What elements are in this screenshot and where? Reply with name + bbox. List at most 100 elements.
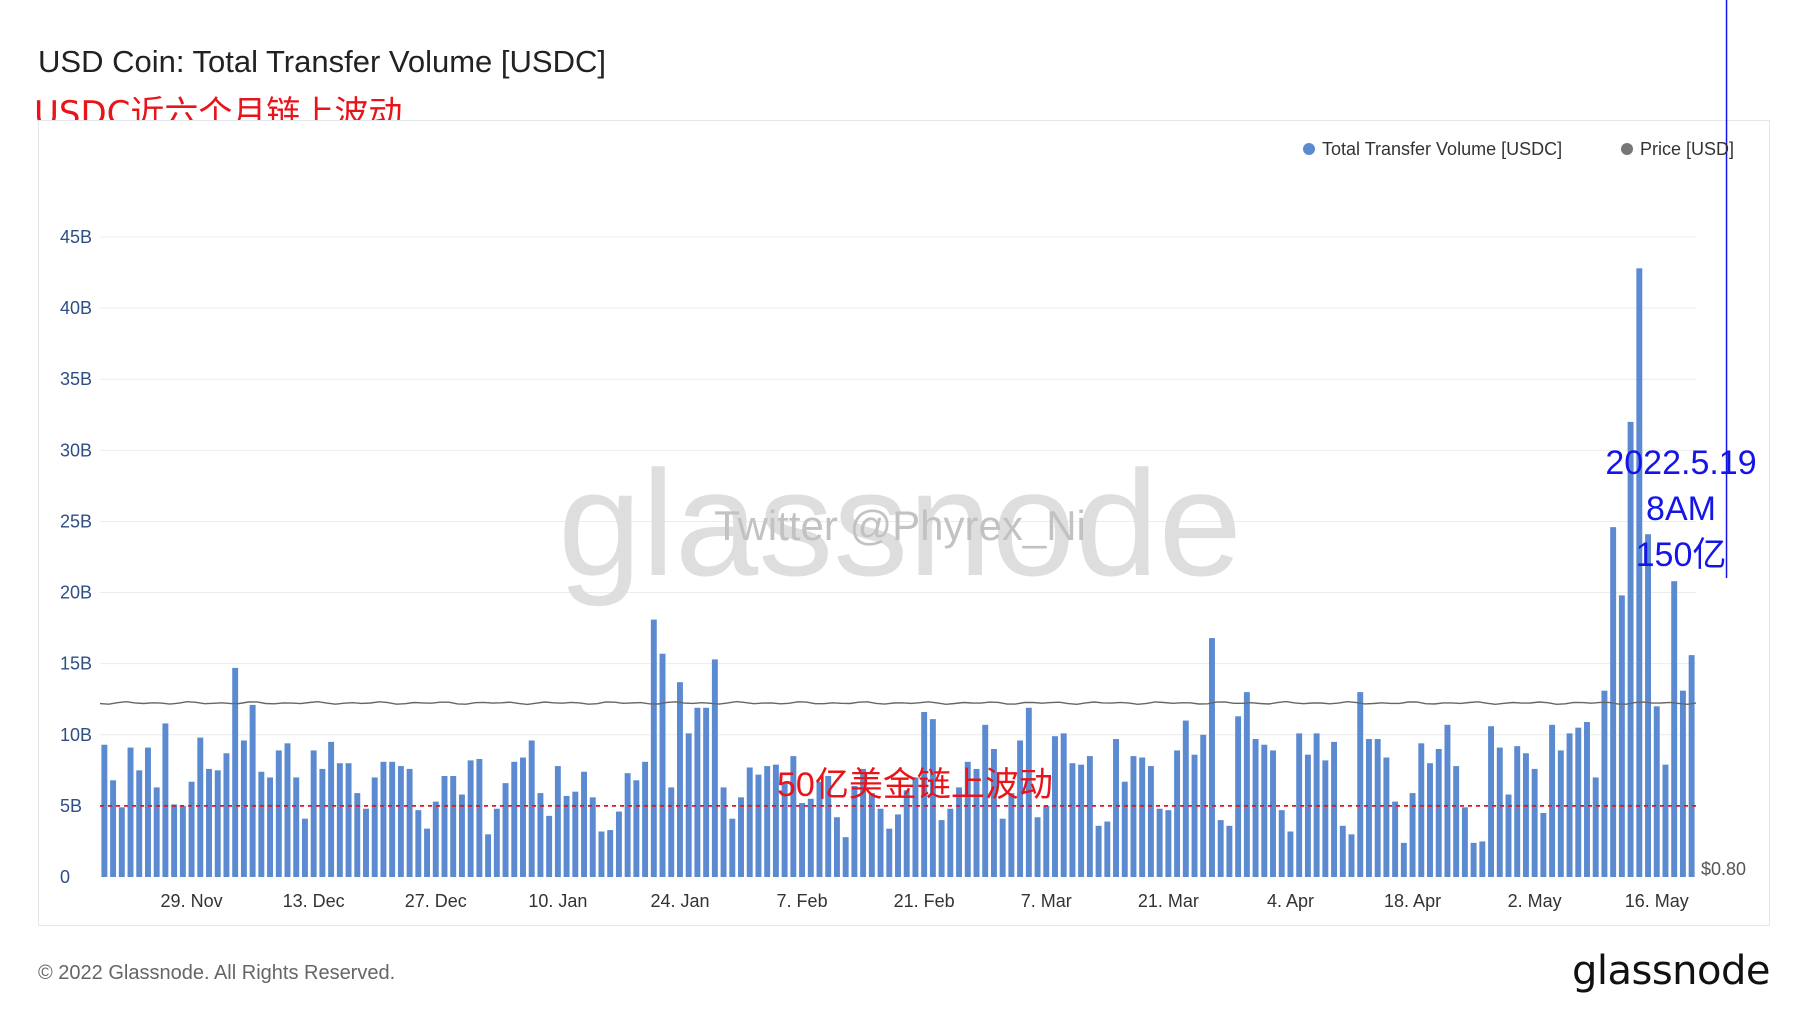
bar[interactable] [1453,766,1460,877]
bar[interactable] [964,761,971,877]
legend-label-price[interactable]: Price [USD] [1640,139,1734,159]
bar[interactable] [354,793,361,877]
bar[interactable] [1270,750,1276,877]
bar[interactable] [1226,825,1233,877]
bar[interactable] [921,712,928,877]
bar[interactable] [1409,793,1416,877]
bar[interactable] [1043,805,1050,877]
bar[interactable] [520,757,526,877]
bar[interactable] [851,785,858,877]
bar[interactable] [738,797,744,877]
bar[interactable] [607,830,614,877]
bar[interactable] [790,756,797,877]
bar[interactable] [1479,841,1486,877]
bar[interactable] [284,743,291,877]
bar[interactable] [633,780,640,877]
bar[interactable] [1008,793,1015,877]
bar[interactable] [249,704,256,877]
bar[interactable] [1610,527,1617,877]
bar[interactable] [1584,721,1590,877]
bar[interactable] [1461,807,1468,877]
bar[interactable] [232,667,239,877]
bar[interactable] [886,828,893,877]
bar[interactable] [1078,764,1085,877]
bar[interactable] [1331,741,1338,877]
bar[interactable] [799,803,806,877]
bar[interactable] [668,787,675,877]
bar[interactable] [554,766,561,877]
bar[interactable] [319,768,326,877]
bar[interactable] [1322,760,1329,877]
bar[interactable] [1182,720,1189,877]
bar[interactable] [1514,746,1521,877]
bar[interactable] [677,682,683,877]
bar[interactable] [1557,750,1564,877]
bar[interactable] [511,761,518,877]
bar[interactable] [1505,794,1512,877]
bar[interactable] [1531,768,1538,877]
bar[interactable] [1113,739,1119,877]
bar[interactable] [493,808,500,877]
bar[interactable] [877,808,884,877]
bar[interactable] [406,768,413,877]
bar[interactable] [1392,801,1399,877]
bar[interactable] [485,834,492,877]
bar[interactable] [145,747,151,877]
bar[interactable] [1540,813,1547,877]
bar[interactable] [729,818,736,877]
bar[interactable] [537,793,544,877]
bar[interactable] [947,808,954,877]
bar[interactable] [1287,831,1294,877]
bar[interactable] [1671,581,1678,877]
bar[interactable] [301,818,308,877]
bar[interactable] [1618,595,1625,877]
bar[interactable] [1200,734,1207,877]
bar[interactable] [1217,820,1224,877]
bar[interactable] [703,707,710,877]
bar[interactable] [650,619,657,877]
bar[interactable] [214,770,221,877]
bar[interactable] [1357,692,1364,877]
bar[interactable] [624,773,631,877]
bar[interactable] [825,776,832,877]
bar[interactable] [615,811,622,877]
bar[interactable] [1444,724,1451,877]
bar[interactable] [371,777,378,877]
bar[interactable] [1636,268,1643,877]
bar[interactable] [589,797,596,877]
bar[interactable] [310,750,317,877]
bar[interactable] [1427,763,1433,877]
bar[interactable] [546,815,553,877]
bar[interactable] [938,820,945,877]
bar[interactable] [275,750,282,877]
bar[interactable] [363,808,369,877]
bar[interactable] [328,741,335,877]
bar[interactable] [1252,739,1259,877]
bar[interactable] [502,783,509,877]
bar[interactable] [1601,690,1608,877]
bar[interactable] [171,804,178,877]
bar[interactable] [694,707,701,877]
bar[interactable] [1365,739,1372,877]
bar[interactable] [1156,808,1163,877]
bar[interactable] [833,817,840,877]
bar[interactable] [223,753,230,877]
bar[interactable] [642,761,649,877]
bar[interactable] [581,771,587,877]
bar[interactable] [179,805,186,877]
bar[interactable] [397,766,404,877]
bar[interactable] [868,793,875,877]
bar[interactable] [345,763,352,877]
bar[interactable] [1435,749,1442,877]
bar[interactable] [1488,726,1495,877]
bar[interactable] [188,781,195,877]
bar[interactable] [982,724,989,877]
bar[interactable] [240,740,247,877]
bar[interactable] [842,837,849,877]
bar[interactable] [1575,727,1582,877]
bar[interactable] [1130,756,1137,877]
bar[interactable] [267,777,274,877]
bar[interactable] [458,794,465,877]
bar[interactable] [136,770,143,877]
bar[interactable] [999,818,1006,877]
